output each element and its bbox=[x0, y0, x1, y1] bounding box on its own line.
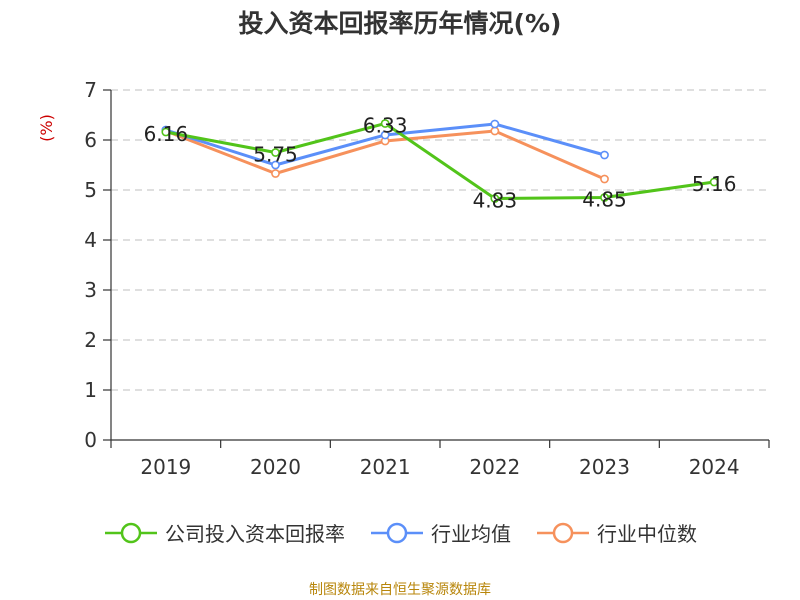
series-point-1 bbox=[600, 150, 609, 160]
x-tick-label: 2021 bbox=[360, 455, 411, 479]
series-point-2 bbox=[490, 126, 500, 136]
series-point-0 bbox=[380, 119, 390, 128]
x-tick-label: 2020 bbox=[250, 455, 301, 479]
legend-circle bbox=[386, 522, 408, 543]
legend-circle bbox=[552, 522, 574, 543]
series-point-0 bbox=[161, 127, 171, 137]
legend-item-1[interactable]: 行业均值 bbox=[369, 518, 511, 547]
y-tick-label: 1 bbox=[84, 378, 97, 402]
y-tick-label: 5 bbox=[84, 178, 97, 202]
y-tick-label: 0 bbox=[84, 428, 97, 452]
y-tick-label: 2 bbox=[84, 328, 97, 352]
data-label: 4.83 bbox=[473, 189, 518, 213]
chart-title: 投入资本回报率历年情况(%) bbox=[238, 9, 562, 38]
x-tick-label: 2023 bbox=[579, 455, 630, 479]
series-point-2 bbox=[600, 174, 609, 184]
axes: 0 1 2 3 4 5 6 7 2019 2020 2021 2022 2023 2024 bbox=[84, 78, 770, 479]
data-labels: 6.16 5.75 6.33 4.83 4.85 5.16 bbox=[144, 114, 737, 213]
series-line-0 bbox=[165, 122, 715, 200]
y-tick-label: 3 bbox=[84, 278, 97, 302]
series-lines bbox=[161, 119, 719, 203]
legend-item-0[interactable]: 公司投入资本回报率 bbox=[103, 518, 345, 547]
data-label: 6.33 bbox=[363, 114, 408, 138]
source-note: 制图数据来自恒生聚源数据库 bbox=[309, 582, 491, 598]
legend-circle bbox=[120, 522, 142, 543]
legend: 公司投入资本回报率 行业均值 行业中位数 bbox=[0, 518, 800, 547]
series-point-0 bbox=[600, 193, 609, 202]
series-point-1 bbox=[271, 160, 280, 170]
y-tick-label: 6 bbox=[84, 128, 97, 152]
legend-item-2[interactable]: 行业中位数 bbox=[535, 518, 697, 547]
series-point-1 bbox=[380, 130, 390, 140]
series-point-2 bbox=[271, 169, 280, 178]
x-tick-label: 2024 bbox=[689, 455, 740, 479]
x-tick-label: 2022 bbox=[469, 455, 520, 479]
legend-marker-icon bbox=[105, 522, 157, 543]
data-label: 5.75 bbox=[253, 143, 298, 167]
data-label: 5.16 bbox=[692, 172, 737, 196]
data-label: 4.85 bbox=[582, 188, 627, 212]
legend-marker-icon bbox=[537, 522, 589, 543]
series-point-0 bbox=[271, 148, 280, 157]
y-tick-label: 7 bbox=[84, 78, 97, 102]
x-tick-label: 2019 bbox=[140, 455, 191, 479]
y-axis-label: (%) bbox=[37, 114, 56, 142]
data-label: 6.16 bbox=[144, 122, 189, 146]
legend-label: 行业中位数 bbox=[597, 522, 697, 546]
legend-label: 行业均值 bbox=[431, 522, 511, 546]
legend-label: 公司投入资本回报率 bbox=[165, 522, 345, 546]
series-point-0 bbox=[709, 177, 719, 187]
legend-marker-icon bbox=[371, 522, 423, 543]
grid-lines bbox=[111, 89, 769, 391]
series-point-1 bbox=[490, 119, 500, 129]
series-point-0 bbox=[490, 194, 500, 203]
y-tick-label: 4 bbox=[84, 228, 97, 252]
